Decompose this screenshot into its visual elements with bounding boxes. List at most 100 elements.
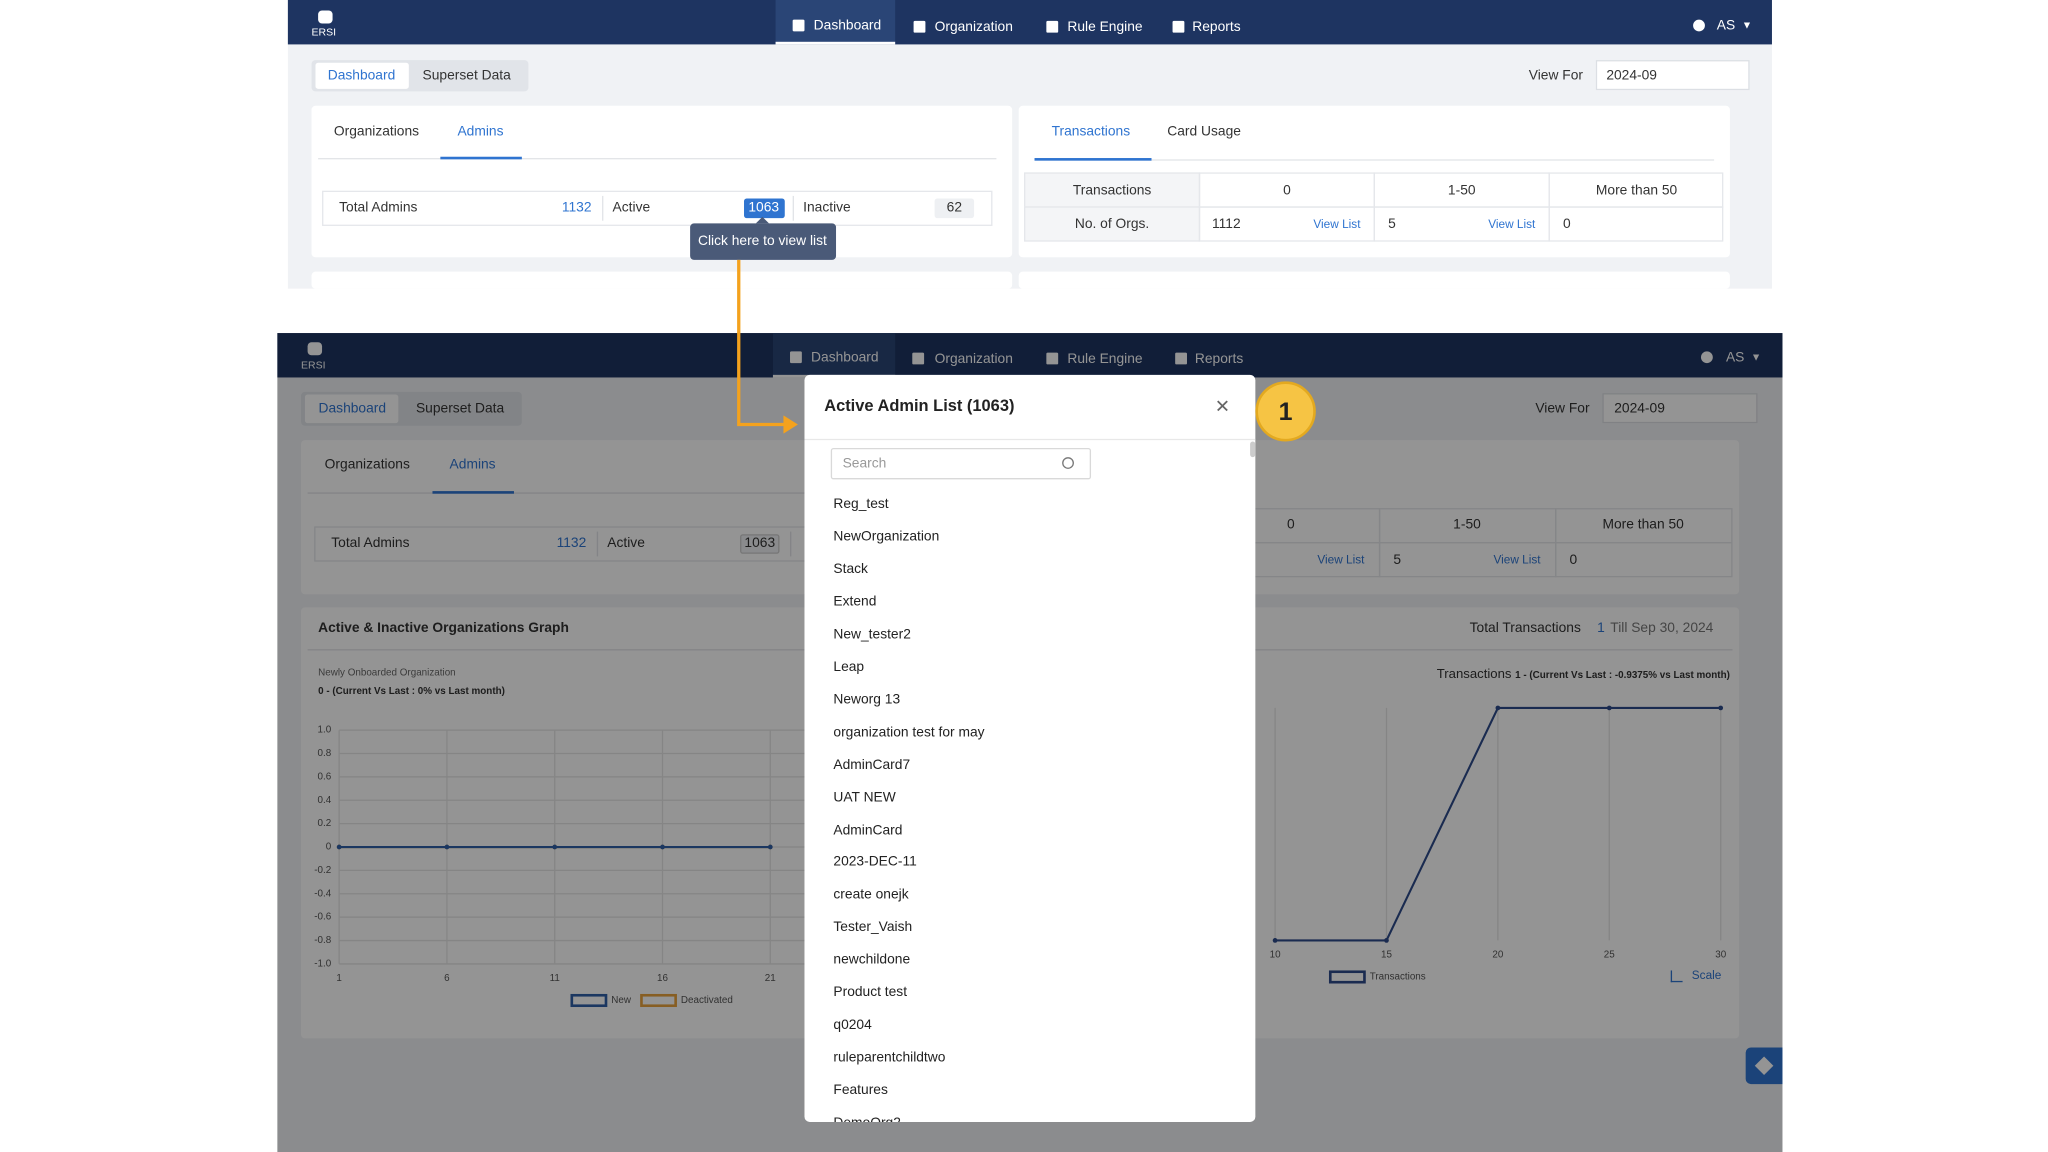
tab[interactable]: Dashboard [318,400,387,417]
admin-item[interactable]: Neworg 13 [833,691,901,708]
total-label: Total Transactions [1469,620,1581,636]
admin-item[interactable]: NewOrganization [833,528,940,545]
admin-item[interactable]: organization test for may [833,724,985,740]
view-for-input[interactable] [1595,60,1750,91]
admin-item[interactable]: create onejk [833,887,909,903]
view-for-input[interactable] [1602,393,1758,424]
divider [318,158,997,160]
divider [804,438,1256,441]
icon [1046,20,1059,33]
tab-underline [1034,158,1152,161]
admin-item[interactable]: Product test [833,984,908,1001]
admin-item[interactable]: Stack [833,561,868,577]
badge[interactable] [744,198,785,219]
badge[interactable] [740,534,780,554]
x-tick-label: 21 [765,973,776,984]
admin-item[interactable]: AdminCard [833,821,903,838]
point [444,844,450,850]
stat-value[interactable]: 62 [946,199,963,216]
admin-item[interactable]: ruleparentchildtwo [833,1049,946,1066]
divider [602,195,604,221]
x-tick-label: 11 [550,973,560,984]
icon [913,20,926,33]
admin-item[interactable]: Tester_Vaish [833,919,913,936]
divider [596,531,599,557]
scale-icon [1670,970,1683,983]
admin-item[interactable]: Reg_test [833,495,889,512]
cell [1024,206,1201,242]
table-header: More than 50 [1602,516,1684,533]
stat-value[interactable]: 1132 [556,535,587,551]
nav-item[interactable]: Rule Engine [1067,351,1143,367]
admin-item[interactable]: Extend [833,593,877,610]
user[interactable]: AS [1725,349,1745,366]
legend-swatch [640,993,677,1008]
chart-title: Transactions [1436,667,1512,682]
user[interactable]: AS [1716,17,1736,34]
admin-item[interactable]: newchildone [833,952,911,968]
chart-summary: 1 - (Current Vs Last : -0.9375% vs Last … [1515,668,1730,681]
nav-item[interactable]: Organization [934,19,1013,35]
admin-item[interactable]: UAT NEW [833,789,896,805]
divider [307,492,1249,494]
stat-value[interactable]: 1063 [748,199,780,216]
tab-active [315,62,409,89]
cell-value: 0 [1569,552,1578,568]
badge[interactable] [934,198,975,219]
tab-active [304,394,399,424]
admin-item[interactable]: q0204 [833,1017,872,1034]
point [1495,705,1501,711]
nav-item[interactable]: Reports [1194,351,1244,367]
admin-item[interactable]: DemoOrg2 [833,1116,901,1122]
chart-summary: 0 - (Current Vs Last : 0% vs Last month) [318,684,505,697]
nav-item[interactable]: Dashboard [811,349,879,366]
tab-underline [432,491,514,494]
tab[interactable]: Superset Data [422,67,511,84]
close-button[interactable]: ✕ [1214,395,1231,417]
tab[interactable]: Dashboard [327,67,396,84]
card-tab[interactable]: Transactions [1051,123,1131,140]
till-date: Till Sep 30, 2024 [1610,620,1714,636]
nav-item[interactable]: Rule Engine [1067,19,1143,35]
y-tick-label: 0 [326,842,332,853]
table-header: 0 [1283,182,1291,199]
stat-label: Inactive [803,199,851,216]
x-tick-label: 30 [1715,949,1726,960]
icon [1172,20,1185,33]
nav-item[interactable]: Dashboard [813,17,882,34]
view-list[interactable]: View List [1488,217,1536,231]
search-box[interactable] [830,447,1092,480]
view-list[interactable]: View List [1493,553,1541,567]
nav-item[interactable]: Organization [934,351,1013,367]
legend-label: Transactions [1370,972,1426,983]
tab[interactable]: Superset Data [415,400,505,417]
admin-item[interactable]: AdminCard7 [833,756,911,773]
card-tab[interactable]: Organizations [333,123,420,140]
admin-item[interactable]: Leap [833,658,865,675]
card-tab[interactable]: Card Usage [1167,123,1241,140]
view-for-label: View For [1535,400,1590,417]
scale-link[interactable]: Scale [1691,968,1722,982]
admin-item[interactable]: 2023-DEC-11 [833,854,917,871]
card-tab[interactable]: Admins [457,123,504,140]
graph-title: Active & Inactive Organizations Graph [318,620,569,636]
cell [1555,542,1733,578]
view-list[interactable]: View List [1317,553,1365,567]
admin-item[interactable]: New_tester2 [833,626,911,643]
nav-item[interactable]: Reports [1192,19,1241,35]
admin-item[interactable]: Features [833,1082,888,1099]
y-tick-label: -0.4 [314,888,332,899]
view-for-value: 2024-09 [1606,67,1658,84]
cell-value: 0 [1562,216,1571,233]
card-tab[interactable]: Admins [449,456,496,473]
view-list[interactable]: View List [1313,217,1361,231]
cell [1548,206,1724,242]
y-tick-label: 0.4 [318,795,332,806]
stat-value[interactable]: 1063 [744,535,776,551]
stats-row [322,190,993,226]
card-tab[interactable]: Organizations [324,456,410,473]
stat-value[interactable]: 1132 [561,199,592,216]
logo-icon [318,10,333,24]
help-button[interactable] [1745,1047,1783,1085]
